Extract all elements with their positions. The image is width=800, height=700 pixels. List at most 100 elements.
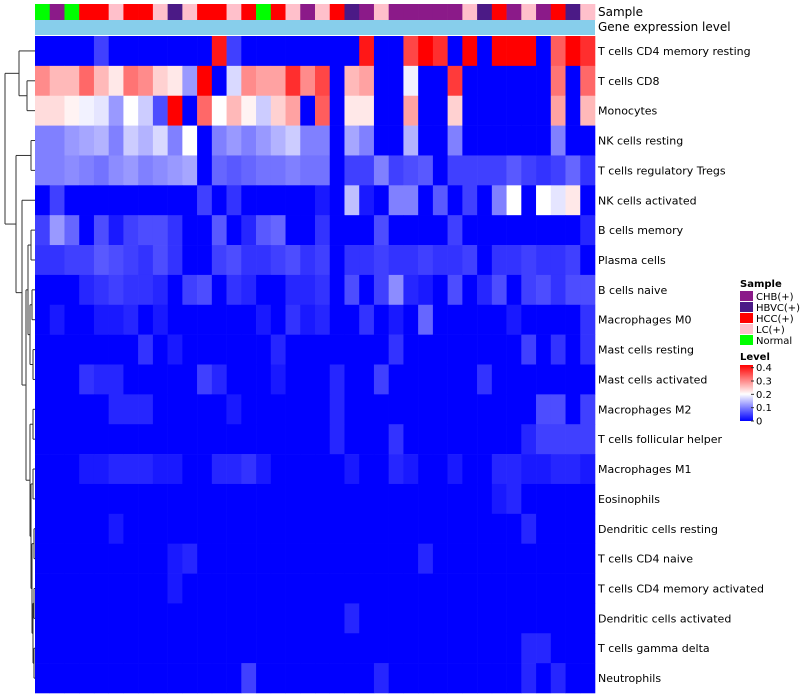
heatmap-cell: [344, 394, 360, 425]
heatmap-cell: [64, 394, 80, 425]
heatmap-cell: [359, 513, 375, 544]
heatmap-cell: [536, 215, 552, 246]
heatmap-cell: [256, 573, 272, 604]
heatmap-cell: [315, 334, 331, 365]
heatmap-cell: [226, 155, 242, 186]
heatmap-cell: [580, 573, 596, 604]
heatmap-cell: [536, 663, 552, 694]
heatmap-cell: [108, 483, 124, 515]
heatmap-cell: [359, 573, 375, 604]
heatmap-cell: [270, 513, 286, 544]
legend-level-ticks: 0.4 0.3 0.2 0.1 0: [751, 363, 772, 428]
heatmap-cell: [447, 155, 463, 186]
heatmap-cell: [403, 394, 419, 425]
heatmap-cell: [270, 454, 286, 485]
heatmap-cell: [226, 274, 242, 306]
heatmap-cell: [256, 304, 272, 335]
heatmap-cell: [462, 334, 478, 365]
heatmap-cell: [388, 364, 404, 395]
heatmap-cell: [550, 185, 566, 216]
heatmap-cell: [64, 483, 80, 515]
heatmap-cell: [550, 364, 566, 395]
heatmap-cell: [79, 663, 95, 694]
heatmap-cell: [93, 155, 109, 186]
heatmap-cell: [373, 424, 389, 455]
heatmap-cell: [388, 543, 404, 574]
heatmap-cell: [152, 95, 168, 126]
heatmap-cell: [300, 364, 316, 395]
heatmap-cell: [64, 245, 80, 276]
heatmap-cell: [521, 543, 537, 574]
heatmap-cell: [565, 483, 581, 515]
heatmap-cell: [359, 364, 375, 395]
heatmap-cell: [123, 543, 139, 574]
heatmap-cell: [403, 245, 419, 276]
heatmap-cell: [241, 65, 257, 97]
sample-annotation-cell: [536, 4, 552, 20]
heatmap-cell: [432, 304, 448, 335]
heatmap-cell: [491, 543, 507, 574]
heatmap-cell: [491, 274, 507, 306]
sample-annotation-cell: [477, 4, 493, 20]
heatmap-cell: [35, 573, 51, 604]
heatmap-cell: [418, 215, 434, 246]
heatmap-cell: [388, 36, 404, 67]
heatmap-cell: [550, 334, 566, 365]
heatmap-cell: [167, 603, 183, 634]
heatmap-cell: [373, 36, 389, 67]
heatmap-cell: [565, 274, 581, 306]
heatmap-cell: [388, 215, 404, 246]
heatmap-cell: [580, 215, 596, 246]
heatmap-cell: [285, 95, 301, 126]
heatmap-cell: [64, 185, 80, 216]
heatmap-cell: [491, 483, 507, 515]
heatmap-cell: [35, 663, 51, 694]
heatmap-cell: [123, 36, 139, 67]
heatmap-cell: [49, 125, 65, 156]
legend-level-colorbar: [740, 365, 753, 421]
heatmap-cell: [565, 65, 581, 97]
heatmap-cell: [418, 274, 434, 306]
heatmap-cell: [256, 663, 272, 694]
heatmap-cell: [432, 215, 448, 246]
heatmap-cell: [491, 125, 507, 156]
heatmap-cell: [373, 185, 389, 216]
heatmap-cell: [462, 394, 478, 425]
sample-annotation-cell: [550, 4, 566, 20]
heatmap-cell: [152, 573, 168, 604]
heatmap-cell: [521, 394, 537, 425]
heatmap-cell: [403, 424, 419, 455]
heatmap-cell: [138, 334, 154, 365]
heatmap-cell: [300, 424, 316, 455]
heatmap-cell: [108, 573, 124, 604]
heatmap-cell: [211, 65, 227, 97]
heatmap-cell: [167, 394, 183, 425]
heatmap-cell: [64, 543, 80, 574]
heatmap-cell: [241, 125, 257, 156]
heatmap-cell: [93, 573, 109, 604]
heatmap-cell: [521, 663, 537, 694]
sample-annotation-cell: [462, 4, 478, 20]
heatmap-cell: [462, 155, 478, 186]
heatmap-cell: [418, 125, 434, 156]
heatmap-cell: [197, 155, 213, 186]
heatmap-cell: [521, 424, 537, 455]
heatmap-cell: [477, 633, 493, 664]
heatmap-cell: [477, 36, 493, 67]
heatmap-cell: [536, 483, 552, 515]
heatmap-cell: [329, 573, 345, 604]
heatmap-cell: [536, 543, 552, 574]
heatmap-cell: [152, 245, 168, 276]
heatmap-cell: [270, 334, 286, 365]
heatmap-cell: [49, 304, 65, 335]
heatmap-cell: [506, 573, 522, 604]
heatmap-cell: [565, 424, 581, 455]
heatmap-cell: [197, 424, 213, 455]
heatmap-cell: [521, 573, 537, 604]
heatmap-cell: [506, 304, 522, 335]
heatmap-cell: [477, 274, 493, 306]
heatmap-cell: [49, 663, 65, 694]
heatmap-cell: [580, 454, 596, 485]
heatmap-cell: [49, 245, 65, 276]
heatmap-cell: [79, 274, 95, 306]
